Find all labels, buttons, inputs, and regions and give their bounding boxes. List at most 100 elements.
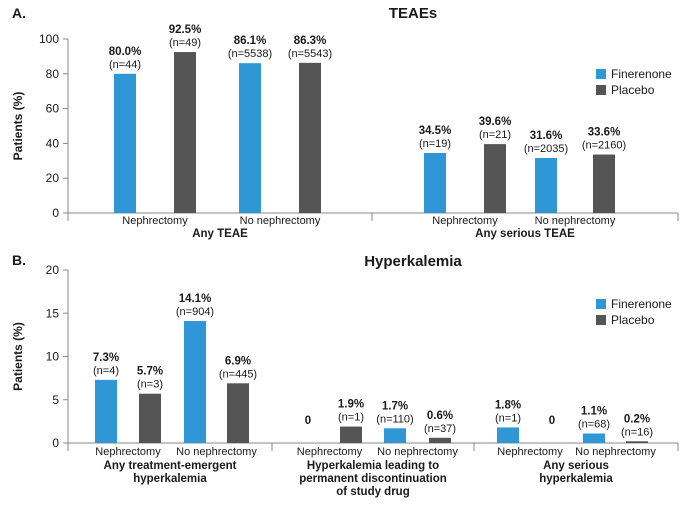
x-category-label: No nephrectomy: [176, 446, 257, 458]
y-tick-label: 80: [46, 67, 60, 81]
y-tick-label: 0: [52, 206, 59, 220]
bar-value-label: 1.7%: [382, 400, 408, 412]
bar-n-label: (n=5538): [228, 48, 272, 60]
legend-swatch: [596, 299, 606, 309]
bar-finerenone: [424, 152, 446, 213]
legend-label: Placebo: [611, 83, 655, 97]
x-category-label: Nephrectomy: [297, 446, 363, 458]
y-tick-label: 0: [52, 436, 59, 450]
y-tick-label: 20: [46, 171, 60, 185]
y-axis-title: Patients (%): [11, 322, 25, 391]
x-group-label: Any treatment-emergent: [104, 460, 237, 472]
bar-value-label: 31.6%: [530, 130, 563, 142]
x-group-label: Hyperkalemia leading to: [307, 460, 439, 472]
y-tick-label: 20: [46, 263, 60, 277]
bar-finerenone: [583, 433, 605, 443]
bar-value-label: 0: [305, 415, 311, 427]
bar-placebo: [593, 154, 615, 213]
bar-value-label: 0.2%: [624, 413, 650, 425]
bar-n-label: (n=110): [376, 413, 413, 425]
bar-n-label: (n=19): [419, 138, 451, 150]
y-tick-label: 5: [52, 393, 59, 407]
bar-n-label: (n=4): [93, 365, 119, 377]
bar-value-label: 1.9%: [338, 399, 364, 411]
bar-n-label: (n=16): [621, 426, 653, 438]
x-group-label: Any serious TEAE: [475, 228, 575, 240]
bar-value-label: 34.5%: [419, 125, 452, 137]
bar-value-label: 6.9%: [225, 355, 251, 367]
bar-value-label: 14.1%: [179, 293, 212, 305]
bar-finerenone: [497, 427, 519, 443]
y-tick-label: 40: [46, 136, 60, 150]
bar-value-label: 0.6%: [427, 410, 453, 422]
legend-swatch: [596, 69, 606, 79]
legend-label: Finerenone: [611, 67, 672, 81]
x-category-label: Nephrectomy: [122, 215, 188, 227]
bar-value-label: 80.0%: [109, 46, 142, 58]
bar-placebo: [139, 393, 161, 443]
legend-label: Finerenone: [611, 297, 672, 311]
y-tick-label: 10: [46, 350, 60, 364]
legend: Finerenone Placebo: [596, 67, 672, 97]
x-group-label: hyperkalemia: [133, 473, 207, 485]
bar-finerenone: [535, 158, 557, 213]
x-group-label: of study drug: [336, 486, 409, 498]
bar-n-label: (n=1): [495, 412, 521, 424]
bar-finerenone: [384, 428, 406, 443]
bar-value-label: 86.1%: [234, 35, 267, 47]
chart-panel-a: A. TEAEs Patients (%) 0 20 40 60 80 100 Nephrecto…: [11, 5, 679, 240]
bar-n-label: (n=2035): [524, 143, 568, 155]
panel-label: B.: [12, 252, 26, 268]
legend-label: Placebo: [611, 313, 655, 327]
bar-value-label: 7.3%: [93, 352, 119, 364]
y-tick-label: 100: [39, 32, 59, 46]
x-category-label: Nephrectomy: [497, 446, 563, 458]
x-category-label: No nephrectomy: [535, 215, 616, 227]
y-axis-title: Patients (%): [11, 92, 25, 161]
bar-finerenone: [184, 321, 206, 443]
chart-title: TEAEs: [389, 5, 437, 22]
bar-n-label: (n=44): [109, 59, 141, 71]
bar-n-label: (n=37): [424, 423, 456, 435]
bar-value-label: 1.1%: [581, 405, 607, 417]
chart-panel-b: B. Hyperkalemia Patients (%) 0 5 10 15 20 Nephre…: [11, 252, 679, 498]
y-tick-label: 15: [46, 306, 60, 320]
bar-value-label: 86.3%: [294, 35, 327, 47]
bar-placebo: [174, 52, 196, 213]
bar-n-label: (n=68): [578, 418, 610, 430]
x-category-label: No nephrectomy: [575, 446, 656, 458]
x-group-label: hyperkalemia: [539, 473, 613, 485]
bar-n-label: (n=2160): [582, 140, 626, 152]
x-category-label: No nephrectomy: [240, 215, 321, 227]
x-category-label: No nephrectomy: [377, 446, 458, 458]
bar-finerenone: [95, 379, 117, 443]
bar-placebo: [429, 437, 451, 443]
x-category-label: Nephrectomy: [432, 215, 498, 227]
bar-placebo: [299, 62, 321, 214]
bar-n-label: (n=445): [219, 368, 257, 380]
bar-placebo: [340, 426, 362, 443]
x-group-label: permanent discontinuation: [299, 473, 447, 485]
bar-n-label: (n=1): [338, 412, 364, 424]
legend-swatch: [596, 85, 606, 95]
x-group-label: Any TEAE: [192, 228, 248, 240]
bar-n-label: (n=5543): [288, 48, 332, 60]
bar-n-label: (n=49): [169, 37, 201, 49]
bar-value-label: 5.7%: [137, 366, 163, 378]
bar-value-label: 1.8%: [495, 399, 521, 411]
bar-finerenone: [114, 73, 136, 213]
panel-label: A.: [12, 5, 26, 21]
x-category-label: Nephrectomy: [95, 446, 161, 458]
bar-placebo: [626, 441, 648, 443]
bar-value-label: 0: [549, 415, 555, 427]
bar-value-label: 39.6%: [479, 116, 512, 128]
chart-title: Hyperkalemia: [364, 253, 462, 270]
bar-finerenone: [239, 63, 261, 213]
bar-n-label: (n=904): [176, 306, 214, 318]
bar-n-label: (n=21): [479, 129, 511, 141]
bar-value-label: 92.5%: [169, 24, 202, 36]
bar-value-label: 33.6%: [588, 127, 621, 139]
bar-n-label: (n=3): [137, 379, 163, 391]
